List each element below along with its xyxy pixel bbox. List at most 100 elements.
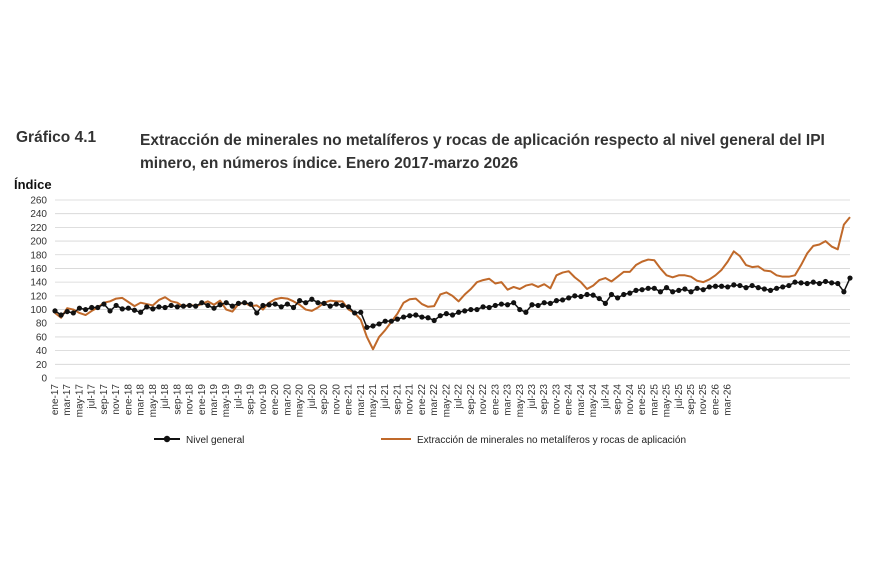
series-point	[566, 295, 572, 301]
series-layer	[52, 216, 853, 351]
series-point	[645, 285, 651, 291]
series-point	[590, 292, 596, 298]
y-tick-label: 160	[30, 264, 47, 275]
series-point	[651, 285, 657, 291]
series-point	[798, 280, 804, 286]
series-point	[229, 303, 235, 309]
series-point	[321, 300, 327, 306]
series-point	[816, 280, 823, 287]
series-point	[211, 305, 217, 311]
x-tick-label: sep-20	[319, 384, 330, 415]
series-point	[456, 309, 462, 315]
series-point	[841, 289, 847, 295]
series-point	[718, 283, 725, 289]
series-line	[54, 216, 851, 351]
x-tick-label: nov-22	[478, 384, 489, 415]
y-tick-label: 20	[36, 360, 48, 371]
series-point	[682, 286, 688, 292]
x-tick-label: ene-19	[197, 384, 208, 416]
series-point	[431, 317, 437, 324]
legend-marker-nivel-general	[163, 435, 171, 443]
series-point	[193, 303, 199, 309]
x-tick-label: mar-20	[282, 384, 293, 416]
series-point	[156, 304, 162, 310]
x-tick-label: jul-23	[527, 384, 538, 410]
x-tick-label: ene-18	[123, 384, 134, 416]
x-tick-label: sep-23	[539, 384, 550, 415]
series-point	[217, 302, 223, 308]
series-point	[345, 304, 352, 310]
series-0	[52, 275, 853, 330]
series-point	[547, 300, 553, 306]
series-point	[425, 315, 431, 321]
series-point	[150, 306, 156, 312]
x-tick-label: may-18	[148, 384, 159, 418]
series-point	[504, 302, 511, 308]
series-point	[174, 304, 180, 310]
x-tick-label: jul-18	[160, 384, 171, 410]
series-point	[621, 291, 627, 298]
series-point	[407, 313, 413, 319]
series-point	[82, 306, 89, 313]
series-point	[633, 287, 639, 293]
x-tick-label: may-25	[662, 384, 673, 418]
x-tick-label: jul-20	[307, 384, 318, 410]
series-point	[608, 291, 615, 298]
x-tick-label: mar-21	[356, 384, 367, 416]
series-point	[266, 302, 272, 308]
series-point	[394, 316, 401, 322]
series-point	[596, 295, 602, 302]
x-tick-label: nov-18	[185, 384, 196, 415]
x-tick-label: nov-21	[405, 384, 416, 415]
series-point	[333, 301, 339, 307]
x-tick-label: nov-25	[698, 384, 709, 415]
series-1	[54, 216, 851, 351]
series-point	[144, 304, 150, 310]
y-tick-label: 120	[30, 291, 47, 302]
y-tick-label: 260	[30, 196, 47, 207]
series-point	[688, 289, 694, 295]
series-point	[358, 309, 364, 315]
series-point	[205, 302, 211, 309]
x-tick-label: mar-18	[136, 384, 147, 416]
y-tick-label: 100	[30, 305, 47, 316]
x-tick-label: jul-17	[87, 384, 98, 410]
series-point	[706, 284, 712, 290]
x-tick-label: may-21	[368, 384, 379, 418]
y-tick-label: 140	[30, 278, 47, 289]
series-point	[223, 300, 229, 306]
series-point	[437, 313, 443, 319]
series-point	[119, 306, 125, 312]
series-point	[419, 314, 425, 320]
series-point	[468, 306, 474, 313]
series-point	[138, 309, 144, 315]
series-point	[578, 293, 584, 300]
x-tick-label: mar-24	[576, 384, 587, 416]
x-tick-label: may-22	[441, 384, 452, 418]
series-point	[235, 300, 242, 306]
series-point	[792, 279, 798, 285]
series-point	[553, 298, 560, 304]
series-point	[700, 287, 706, 293]
chart: Índice 0 20 40 60 80 100 120 140 160 180 200 220 240…	[14, 177, 853, 446]
legend-item-extraccion: Extracción de minerales no metalíferos y…	[381, 435, 686, 446]
series-point	[168, 302, 174, 309]
series-point	[125, 305, 131, 311]
x-tick-label: mar-17	[62, 384, 73, 416]
series-point	[131, 307, 138, 313]
y-tick-label: 40	[36, 346, 48, 357]
series-point	[523, 309, 529, 315]
series-point	[767, 287, 774, 293]
series-point	[737, 282, 743, 289]
series-point	[64, 308, 70, 315]
series-point	[829, 280, 835, 286]
y-tick-label: 180	[30, 250, 47, 261]
x-tick-label: jul-19	[233, 384, 244, 410]
x-tick-label: may-19	[221, 384, 232, 418]
x-tick-label: sep-17	[99, 384, 110, 415]
series-point	[339, 302, 346, 309]
x-tick-label: sep-24	[613, 384, 624, 415]
series-point	[248, 301, 254, 307]
series-point	[511, 300, 517, 306]
series-point	[462, 308, 468, 314]
